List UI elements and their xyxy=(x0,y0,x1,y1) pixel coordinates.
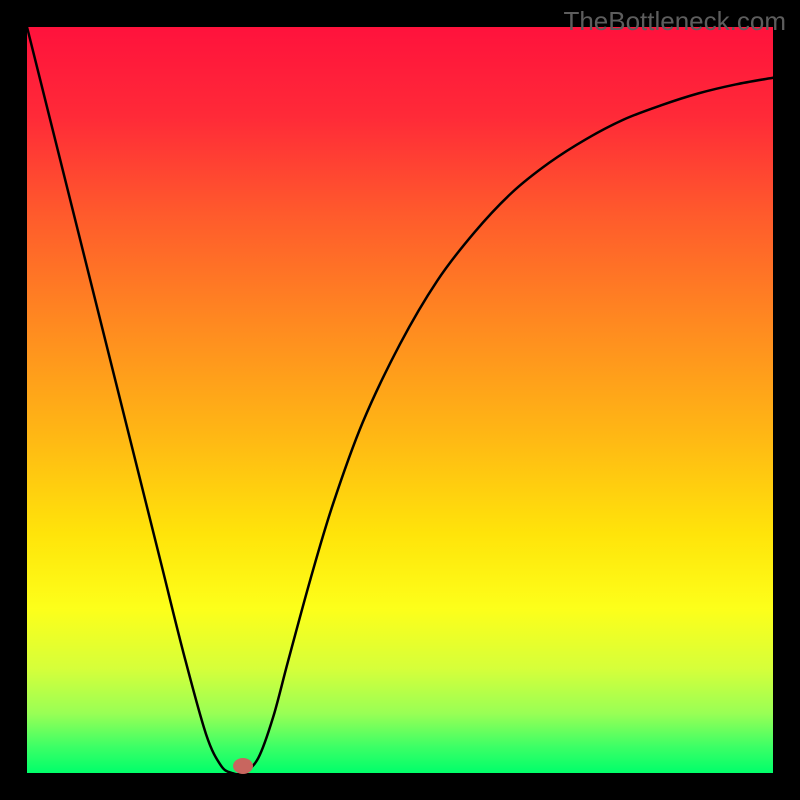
minimum-marker xyxy=(233,758,253,774)
chart-frame: TheBottleneck.com xyxy=(0,0,800,800)
bottleneck-chart-svg xyxy=(0,0,800,800)
watermark-text: TheBottleneck.com xyxy=(563,6,786,37)
gradient-background xyxy=(27,27,773,773)
